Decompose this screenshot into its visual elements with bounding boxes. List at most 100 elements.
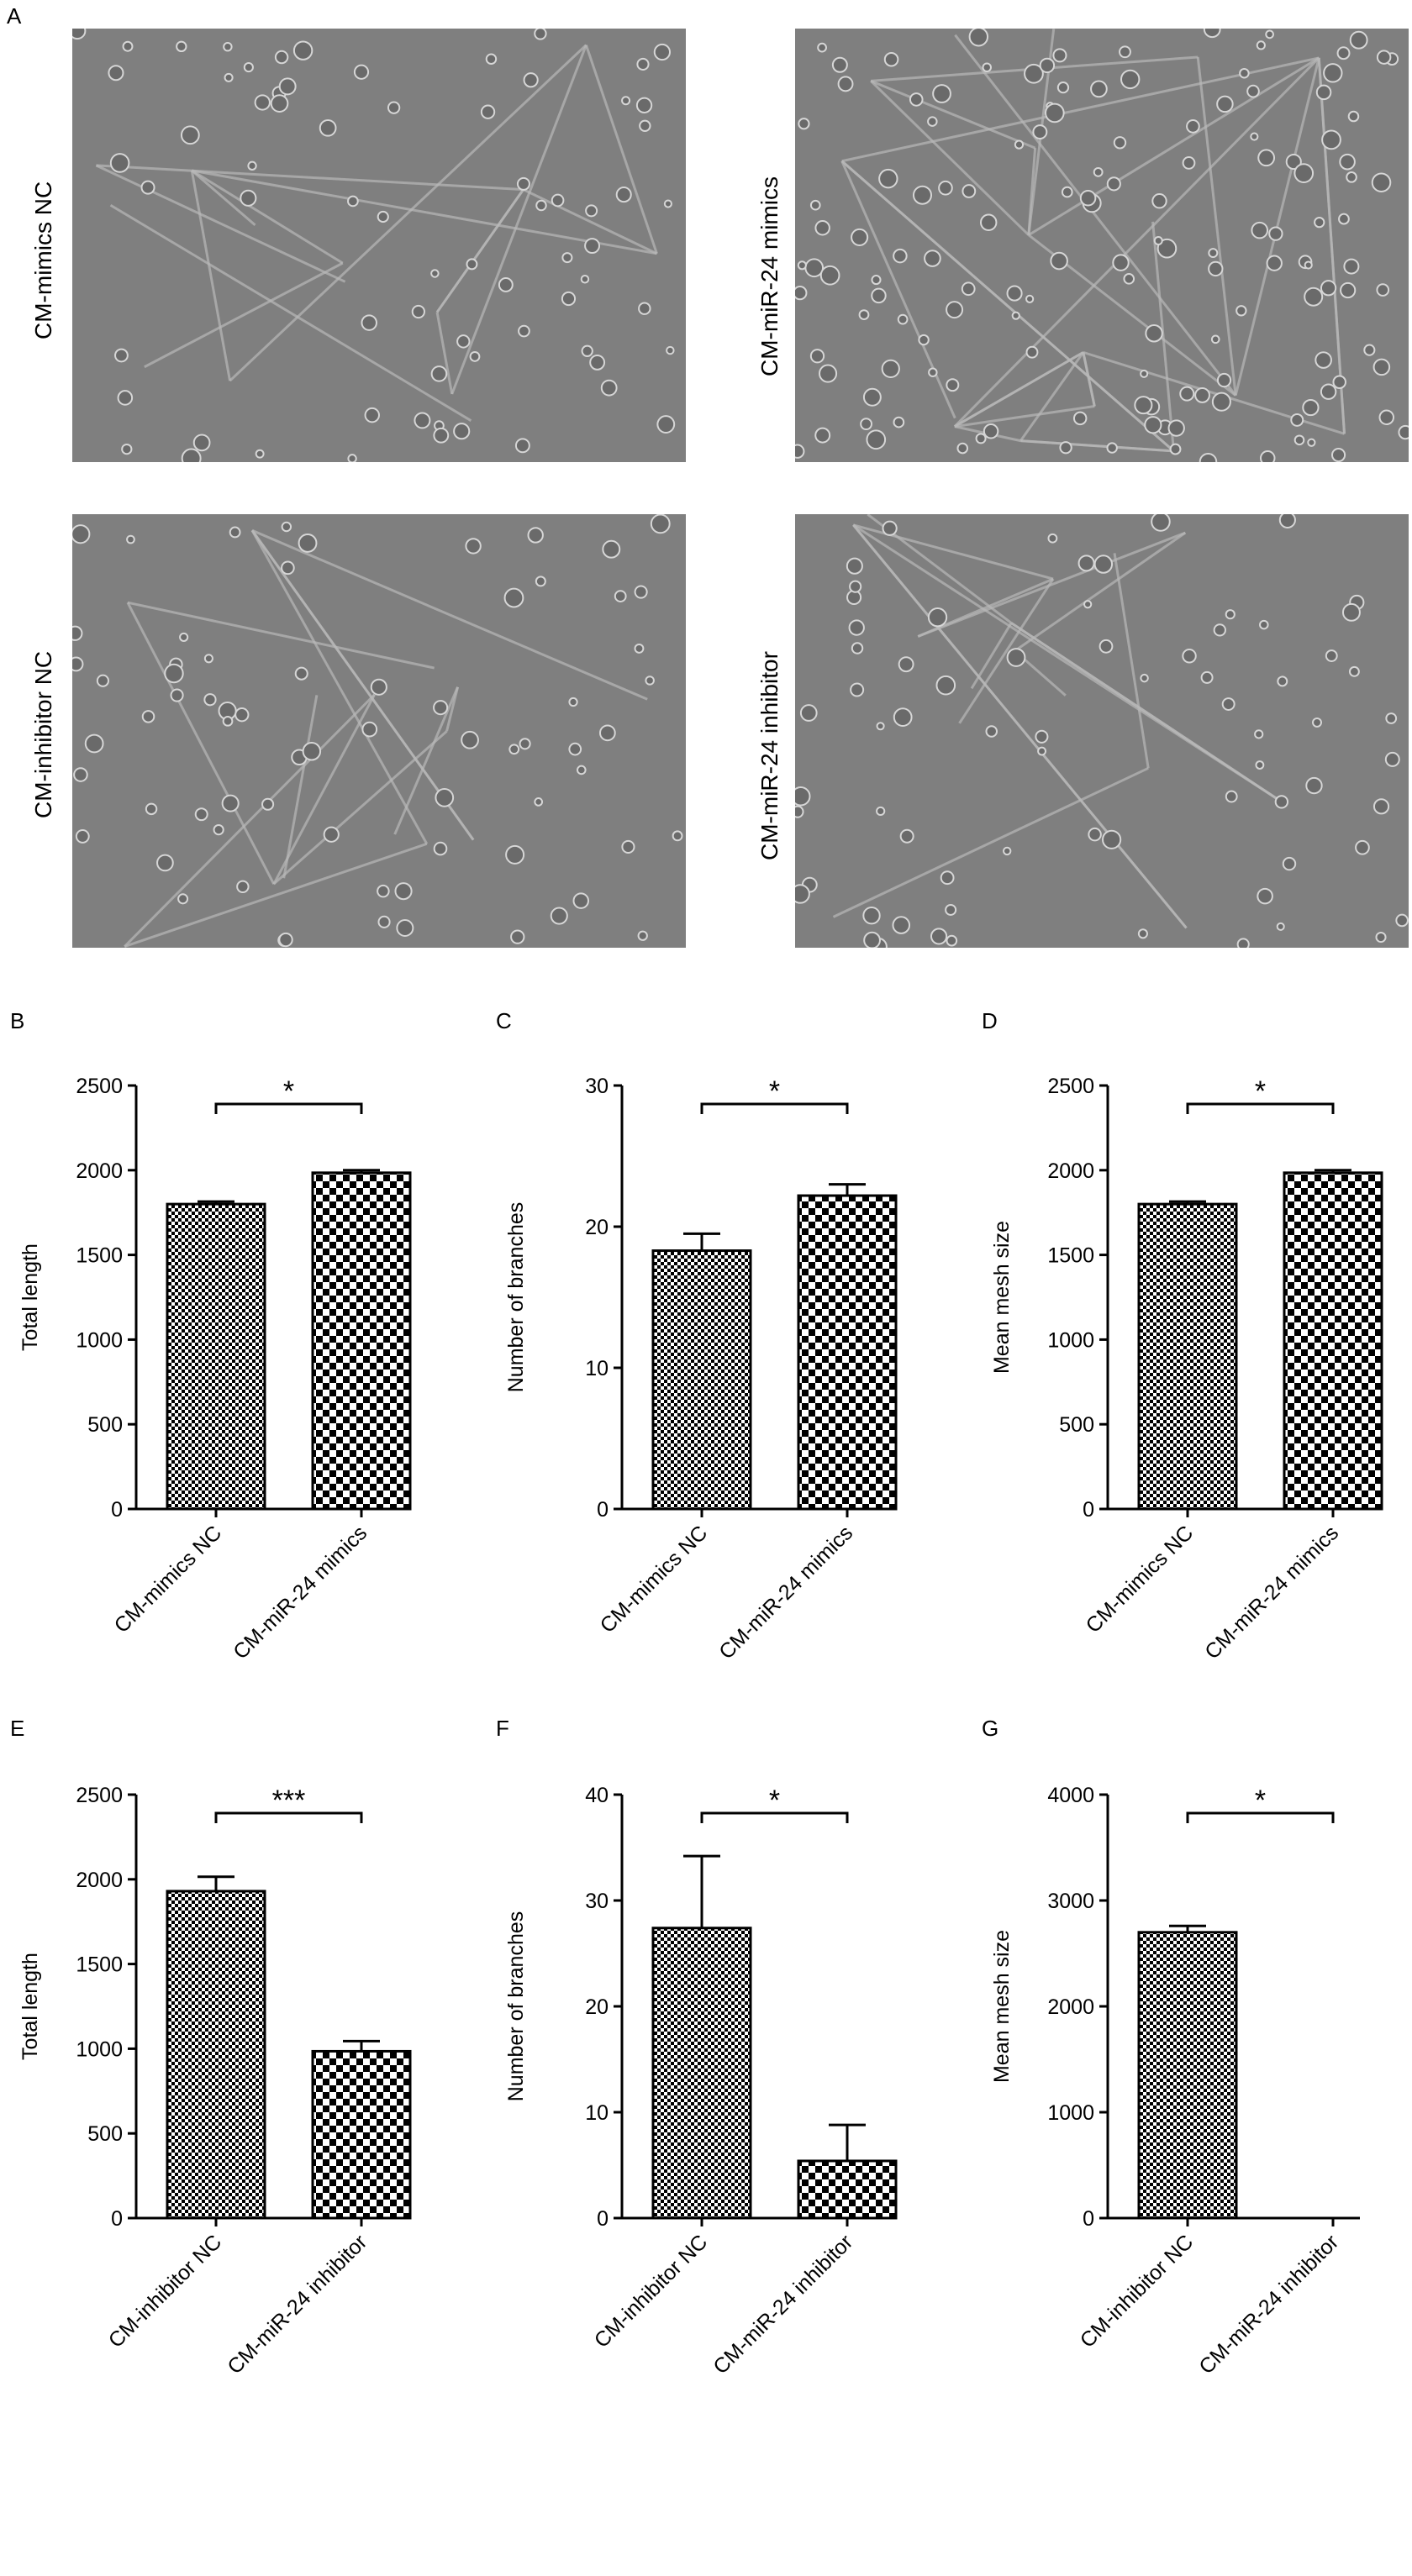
y-axis-label: Number of branches xyxy=(504,1911,528,2102)
chart-d-mean-mesh-size: Mean mesh size 0 500 1000 1500 2000 2500 CM-mim… xyxy=(972,1033,1412,1664)
panel-letter-e: E xyxy=(10,1716,25,1741)
y-tick-label: 1000 xyxy=(76,2037,123,2061)
cell-body xyxy=(551,193,565,208)
cell-body xyxy=(1276,922,1285,931)
cell-body xyxy=(1236,938,1250,948)
cell-body xyxy=(585,204,598,218)
cell-body xyxy=(653,43,672,61)
bar xyxy=(166,1202,266,1511)
chart-svg: Total length 0 500 1000 1500 2000 2500 CM-inhib… xyxy=(18,1784,412,2379)
micrograph-label-mimics-nc: CM-mimics NC xyxy=(30,181,56,339)
cell-body xyxy=(909,92,924,107)
cell-body xyxy=(1119,45,1131,59)
cell-body xyxy=(846,557,863,575)
cell-body xyxy=(817,42,827,53)
cell-body xyxy=(465,538,482,555)
cell-strand xyxy=(126,602,276,885)
cell-body xyxy=(1277,676,1288,687)
x-tick-label: CM-mimics NC xyxy=(110,1521,227,1638)
cell-body xyxy=(600,379,618,397)
micrograph-label-inhibitor-nc: CM-inhibitor NC xyxy=(30,650,56,818)
cell-body xyxy=(377,210,389,223)
cell-body xyxy=(518,324,530,338)
cell-body xyxy=(1083,600,1093,609)
significance-marker: * xyxy=(769,1075,780,1107)
y-tick-label: 0 xyxy=(597,2207,609,2231)
cell-body xyxy=(893,248,908,264)
cell-body xyxy=(598,724,616,742)
cell-body xyxy=(831,56,848,73)
cell-body xyxy=(1208,248,1219,259)
cell-body xyxy=(145,802,158,816)
cell-strand xyxy=(435,312,454,395)
cell-body xyxy=(1376,283,1390,297)
cell-body xyxy=(411,304,425,319)
cell-body xyxy=(1203,29,1221,39)
cell-body xyxy=(961,281,976,297)
x-tick-label: CM-mimics NC xyxy=(596,1521,713,1638)
cell-body xyxy=(892,916,911,934)
cell-body xyxy=(1312,717,1322,728)
cell-body xyxy=(1167,419,1185,437)
cell-body xyxy=(650,514,671,534)
cell-body xyxy=(1145,324,1163,343)
cell-body xyxy=(1372,798,1390,815)
cell-body xyxy=(899,828,914,844)
cell-body xyxy=(140,180,155,195)
cell-body xyxy=(170,688,184,702)
cell-body xyxy=(666,345,675,355)
cell-body xyxy=(1278,514,1296,528)
cell-body xyxy=(164,663,184,684)
y-tick-label: 2500 xyxy=(76,1075,123,1098)
y-tick-label: 20 xyxy=(585,1995,609,2019)
cell-body xyxy=(1194,387,1210,403)
cell-body xyxy=(121,443,133,455)
y-tick-label: 0 xyxy=(1083,1498,1094,1522)
bar xyxy=(797,2159,898,2220)
significance-marker: * xyxy=(769,1785,780,1816)
y-tick-label: 1500 xyxy=(1047,1244,1094,1268)
cell-body xyxy=(1257,149,1276,167)
cell-body xyxy=(572,892,590,909)
cell-strand xyxy=(435,188,524,313)
cell-body xyxy=(1314,216,1325,229)
micrograph-texture xyxy=(72,29,686,462)
y-tick-label: 2500 xyxy=(1047,1075,1094,1098)
cell-body xyxy=(672,830,683,842)
cell-body xyxy=(1347,110,1360,123)
x-tick-label: CM-inhibitor NC xyxy=(104,2230,227,2353)
cell-body xyxy=(1331,447,1346,462)
cell-body xyxy=(980,213,998,231)
cell-body xyxy=(274,50,289,65)
cell-body xyxy=(893,707,913,727)
cell-body xyxy=(203,693,217,707)
cell-body xyxy=(1014,139,1025,150)
cell-strand xyxy=(832,766,1149,918)
cell-body xyxy=(73,767,88,782)
micrograph-texture xyxy=(72,514,686,948)
cell-body xyxy=(1259,449,1276,462)
cell-strand xyxy=(954,351,1084,428)
cell-strand xyxy=(191,169,344,265)
cell-body xyxy=(1290,413,1304,427)
cell-body xyxy=(621,96,631,106)
cell-body xyxy=(615,187,632,203)
cell-body xyxy=(1025,345,1039,359)
cell-body xyxy=(1047,533,1058,544)
y-axis-label: Mean mesh size xyxy=(990,1930,1014,2083)
cell-body xyxy=(1239,67,1250,79)
cell-body xyxy=(1341,602,1361,622)
y-tick-label: 2000 xyxy=(76,1159,123,1183)
cell-strand xyxy=(229,44,587,382)
cell-strand xyxy=(917,531,1186,638)
cell-body xyxy=(634,585,648,599)
cell-body xyxy=(1339,153,1356,171)
cell-body xyxy=(918,334,930,346)
bar xyxy=(166,1890,266,2220)
y-tick-label: 0 xyxy=(597,1498,609,1522)
y-tick-label: 500 xyxy=(87,1413,123,1437)
cell-body xyxy=(1259,619,1269,630)
micrograph-label-mir24-inhibitor: CM-miR-24 inhibitor xyxy=(756,651,782,860)
cell-body xyxy=(270,94,289,113)
cell-body xyxy=(1208,260,1224,277)
